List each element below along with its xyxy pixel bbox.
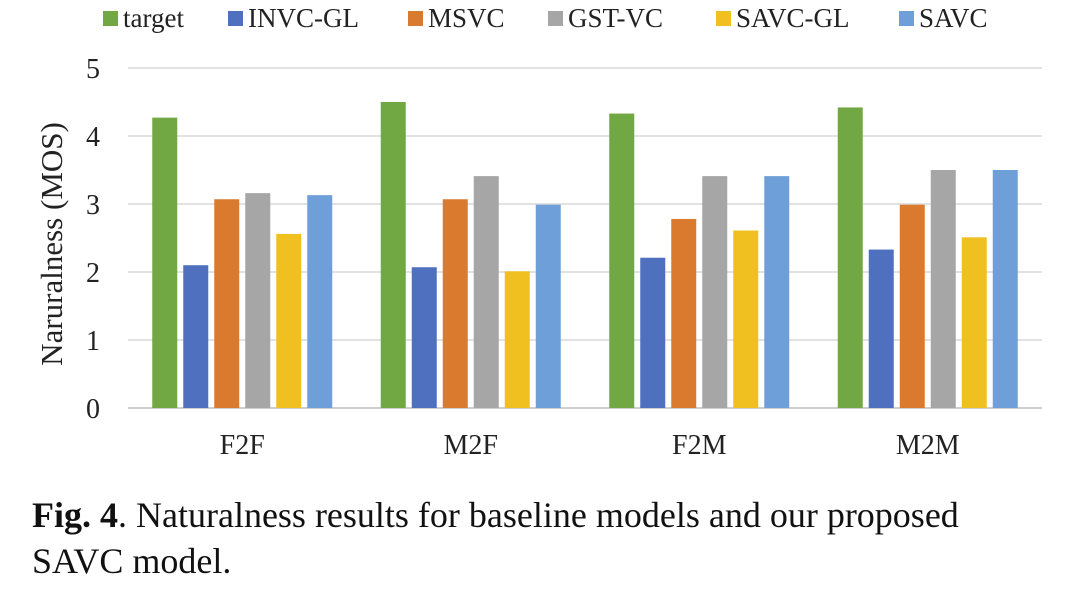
legend-swatch-gst-vc (548, 11, 563, 26)
bar-invc-gl-f2m (640, 257, 666, 408)
legend-label: MSVC (428, 3, 505, 33)
bar-target-f2f (152, 117, 178, 408)
chart-bars (152, 102, 1018, 408)
bar-invc-gl-m2f (411, 267, 437, 408)
legend-swatch-savc-gl (716, 11, 731, 26)
bar-savc-f2m (764, 176, 790, 408)
y-tick-label: 3 (86, 190, 100, 221)
naturalness-bar-chart: target INVC-GL MSVC GST-VC SAVC-GL SAVC 0 1 2 3 4… (34, 3, 1042, 461)
legend-swatch-msvc (408, 11, 423, 26)
chart-legend: target INVC-GL MSVC GST-VC SAVC-GL SAVC (103, 3, 988, 33)
bar-target-m2f (380, 102, 406, 408)
bar-savc-m2f (535, 204, 561, 408)
legend-label: SAVC-GL (736, 3, 850, 33)
bar-invc-gl-f2f (183, 265, 209, 408)
bar-target-m2m (837, 107, 863, 408)
bar-msvc-m2f (442, 199, 468, 408)
x-tick-label: M2M (896, 430, 960, 461)
legend-label: GST-VC (568, 3, 663, 33)
figure-caption-text: . Naturalness results for baseline model… (32, 495, 959, 581)
bar-gst-vc-f2m (702, 176, 728, 408)
y-tick-label: 2 (86, 258, 100, 289)
x-tick-label: F2F (220, 430, 265, 461)
legend-label: INVC-GL (248, 3, 359, 33)
bar-target-f2m (609, 113, 635, 408)
legend-label: target (123, 3, 184, 33)
x-tick-label: F2M (672, 430, 727, 461)
bar-gst-vc-f2f (245, 193, 271, 408)
bar-gst-vc-m2f (473, 176, 499, 408)
legend-swatch-invc-gl (228, 11, 243, 26)
bar-savc-m2m (992, 170, 1018, 408)
bar-gst-vc-m2m (930, 170, 956, 408)
figure-caption: Fig. 4. Naturalness results for baseline… (32, 492, 1042, 584)
y-tick-label: 5 (86, 54, 100, 85)
legend-swatch-target (103, 11, 118, 26)
bar-savc-gl-m2m (961, 237, 987, 408)
y-tick-label: 1 (86, 326, 100, 357)
legend-swatch-savc (899, 11, 914, 26)
y-tick-label: 0 (86, 394, 100, 425)
y-tick-label: 4 (86, 122, 100, 153)
bar-msvc-f2f (214, 199, 240, 408)
y-axis-tick-labels: 0 1 2 3 4 5 (86, 54, 100, 425)
x-axis-tick-labels: F2F M2F F2M M2M (220, 430, 960, 461)
bar-savc-f2f (307, 195, 333, 408)
legend-label: SAVC (919, 3, 988, 33)
x-tick-label: M2F (444, 430, 498, 461)
bar-msvc-f2m (671, 218, 697, 408)
bar-savc-gl-f2m (733, 230, 759, 408)
bar-savc-gl-m2f (504, 271, 530, 408)
bar-savc-gl-f2f (276, 233, 302, 408)
bar-msvc-m2m (899, 204, 925, 408)
bar-invc-gl-m2m (868, 249, 894, 408)
y-axis-label: Naruralness (MOS) (34, 122, 69, 366)
figure-caption-label: Fig. 4 (32, 495, 118, 535)
